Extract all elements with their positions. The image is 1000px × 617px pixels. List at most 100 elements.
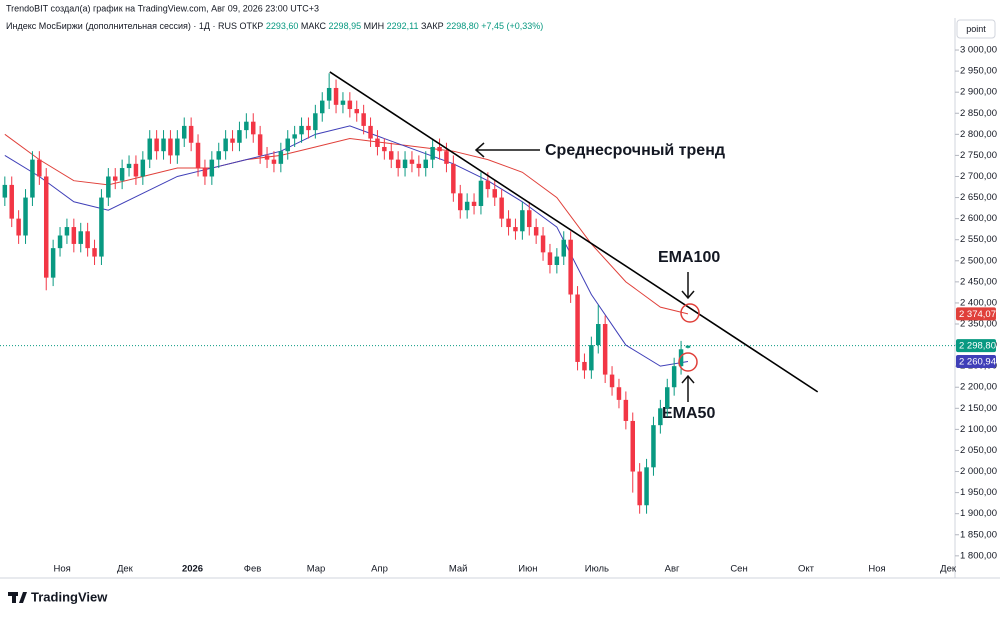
candle-body	[602, 324, 608, 375]
candle-body	[216, 151, 221, 160]
x-tick-label: Фев	[244, 564, 262, 575]
candle-body	[368, 125, 373, 139]
candle-body	[230, 138, 235, 143]
candle-body	[188, 125, 194, 143]
y-tick-label: 1 900,00	[960, 508, 997, 519]
candle-body	[430, 146, 435, 160]
ohlc-value: 2298,95	[329, 21, 362, 31]
candle-body	[175, 138, 180, 156]
candle-body	[57, 235, 63, 249]
x-tick-label: Сен	[730, 564, 747, 575]
candle-body	[623, 399, 629, 421]
x-tick-label: Ноя	[868, 564, 885, 575]
candle-body	[340, 100, 346, 105]
y-tick-label: 2 550,00	[960, 234, 997, 245]
y-tick-label: 1 950,00	[960, 487, 997, 498]
candle-body	[50, 248, 56, 278]
candle-body	[423, 159, 428, 169]
candle-body	[354, 109, 359, 114]
scale-button[interactable]	[956, 19, 996, 39]
candle-body	[540, 235, 546, 253]
candle-body	[71, 227, 77, 244]
ema-line	[4, 125, 689, 367]
candle-body	[485, 180, 491, 190]
y-tick-label: 2 350,00	[960, 319, 997, 330]
candle-body	[306, 125, 311, 131]
candle-body	[37, 159, 42, 177]
candle-body	[181, 125, 187, 139]
candle-body	[416, 163, 422, 169]
y-tick-label: 2 050,00	[960, 445, 997, 456]
y-tick-label: 2 700,00	[960, 171, 997, 182]
candle-body	[458, 193, 463, 211]
candle-body	[527, 210, 532, 228]
ohlc-name: МАКС	[301, 21, 327, 31]
candle-body	[575, 294, 580, 362]
y-tick-label: 2 100,00	[960, 424, 997, 435]
candle-body	[665, 387, 670, 409]
candle-body	[589, 345, 594, 371]
x-tick-label: Окт	[798, 564, 815, 575]
candles	[2, 73, 691, 514]
y-tick-label: 2 450,00	[960, 276, 997, 287]
candle-body	[147, 138, 152, 160]
candle-body	[513, 227, 518, 232]
candle-body	[471, 201, 477, 206]
price-badge-label: 2 374,07	[959, 309, 996, 320]
candle-body	[140, 159, 146, 177]
candle-body	[250, 121, 256, 135]
candle-body	[554, 256, 560, 265]
candle-body	[326, 87, 332, 101]
candle-body	[112, 176, 118, 181]
ohlc-value: 2298,80	[446, 21, 479, 31]
tv-logo	[8, 592, 27, 603]
y-tick-label: 3 000,00	[960, 45, 997, 56]
x-tick-label: Ноя	[53, 564, 70, 575]
x-tick-label: Апр	[371, 564, 388, 575]
candle-body	[637, 471, 642, 506]
candle-body	[168, 138, 173, 156]
x-tick-label: Мар	[307, 564, 326, 575]
candle-body	[99, 197, 104, 257]
candle-body	[292, 134, 297, 139]
y-tick-label: 2 750,00	[960, 150, 997, 161]
y-tick-label: 2 200,00	[960, 382, 997, 393]
candle-body	[9, 184, 14, 219]
y-tick-label: 2 500,00	[960, 255, 997, 266]
candle-body	[520, 210, 525, 232]
candle-body	[561, 239, 566, 257]
candle-body	[320, 100, 325, 114]
candle-body	[85, 231, 90, 249]
y-tick-label: 2 650,00	[960, 192, 997, 203]
candle-body	[278, 151, 284, 164]
candle-body	[78, 231, 83, 244]
candle-body	[133, 163, 139, 177]
price-badge	[956, 339, 996, 353]
candle-body	[506, 218, 511, 228]
annotation: EMA100	[658, 249, 720, 266]
y-tick-label: 2 850,00	[960, 108, 997, 119]
price-badge	[956, 355, 996, 369]
candle-body	[202, 168, 208, 177]
candle-body	[395, 159, 401, 169]
annotation-shapes	[474, 142, 700, 402]
x-tick-label: 2026	[182, 564, 203, 575]
candle-body	[23, 197, 28, 236]
scale-button-label[interactable]: point	[966, 24, 986, 34]
candle-body	[361, 113, 366, 126]
candle-body	[209, 159, 215, 177]
candle-body	[685, 345, 691, 348]
candle-body	[402, 159, 408, 169]
candle-body	[616, 387, 622, 400]
candle-body	[195, 142, 201, 169]
annotation: EMA50	[662, 405, 715, 422]
instrument: Индекс МосБиржи (дополнительная сессия) …	[6, 21, 237, 31]
candle-body	[92, 248, 97, 257]
candle-body	[492, 189, 497, 198]
ohlc-name: МИН	[364, 21, 384, 31]
ohlc-value: 2293,60	[266, 21, 299, 31]
annotation: Среднесрочный тренд	[545, 142, 725, 159]
candle-body	[375, 138, 380, 147]
y-tick-label: 1 800,00	[960, 550, 997, 561]
